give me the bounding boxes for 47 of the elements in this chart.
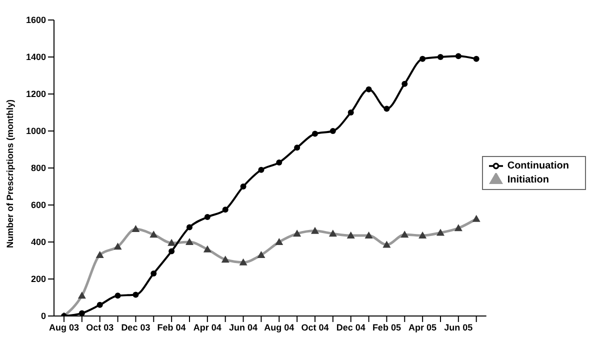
- y-tick-label: 1600: [26, 15, 46, 26]
- point: [384, 106, 390, 112]
- x-tick-label: Oct 03: [86, 322, 114, 332]
- x-tick-label: Aug 03: [48, 322, 80, 332]
- x-tick-label: Dec 03: [121, 322, 150, 332]
- y-tick-label: 600: [30, 200, 46, 210]
- x-tick-label: Dec 04: [336, 322, 366, 332]
- point: [96, 302, 103, 308]
- point: [437, 54, 444, 60]
- point: [348, 110, 354, 116]
- y-tick-label: 1000: [26, 126, 46, 136]
- x-tick-label: Oct 04: [301, 322, 329, 332]
- legend-label: Initiation: [507, 174, 550, 186]
- x-tick-label: Feb 05: [372, 322, 401, 332]
- legend-label: Continuation: [507, 160, 569, 172]
- x-tick-label: Apr 04: [193, 322, 222, 332]
- x-tick-label: Jun 04: [229, 322, 258, 332]
- y-tick-label: 1400: [26, 52, 46, 62]
- point: [168, 248, 175, 254]
- point: [276, 159, 282, 166]
- point: [258, 166, 264, 173]
- point: [204, 214, 210, 220]
- point: [420, 56, 426, 62]
- point: [473, 56, 480, 62]
- point: [402, 80, 408, 87]
- y-tick-label: 400: [30, 237, 46, 248]
- point: [330, 128, 336, 134]
- point: [240, 184, 246, 190]
- point: [294, 144, 300, 151]
- y-tick-label: 1200: [26, 89, 46, 100]
- point: [222, 206, 228, 213]
- y-tick-label: 800: [30, 163, 46, 174]
- x-tick-label: Aug 04: [264, 322, 294, 332]
- point: [150, 270, 157, 276]
- point: [114, 292, 121, 299]
- point: [132, 292, 139, 298]
- y-axis-title: Number of Prescriptions (monthly): [5, 99, 16, 248]
- point: [186, 224, 192, 230]
- point: [366, 86, 372, 92]
- x-tick-label: Jun 05: [444, 322, 473, 332]
- point: [455, 53, 462, 60]
- point: [312, 130, 318, 137]
- x-tick-label: Feb 04: [157, 322, 186, 332]
- y-tick-label: 0: [40, 311, 46, 322]
- x-tick-label: Apr 05: [408, 322, 437, 332]
- point: [78, 310, 85, 316]
- y-tick-label: 200: [30, 274, 46, 284]
